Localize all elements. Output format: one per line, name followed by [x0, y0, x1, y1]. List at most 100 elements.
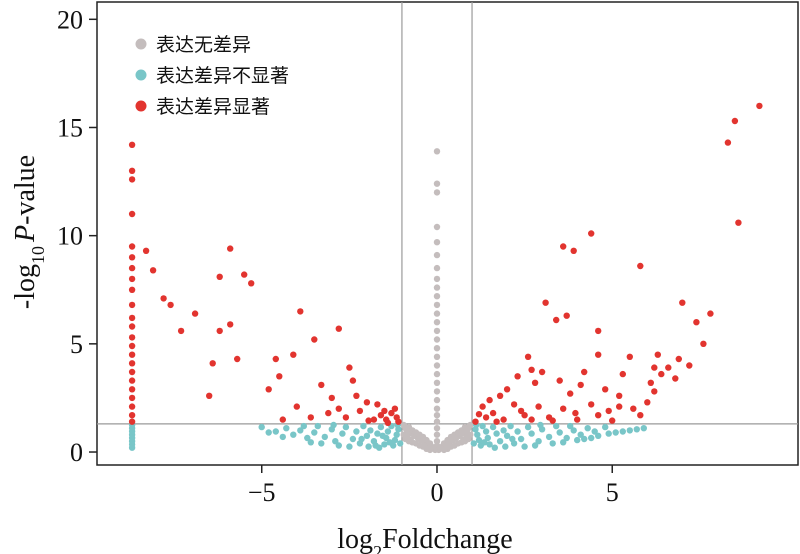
data-point	[570, 247, 577, 254]
data-point	[433, 353, 441, 360]
data-point	[479, 403, 486, 410]
data-point	[595, 327, 602, 335]
data-point	[128, 394, 136, 402]
data-point	[493, 430, 500, 437]
data-point	[290, 431, 297, 438]
data-point	[619, 428, 626, 435]
data-point	[349, 377, 357, 384]
data-point	[535, 438, 542, 445]
data-point	[276, 373, 283, 380]
data-point	[514, 428, 521, 435]
data-point	[160, 295, 167, 302]
data-point	[209, 360, 216, 367]
y-tick-label: 5	[70, 330, 83, 359]
data-point	[491, 444, 498, 451]
y-tick-label: 0	[70, 438, 83, 467]
data-point	[605, 407, 612, 415]
data-point	[335, 442, 342, 449]
data-point	[297, 427, 304, 434]
data-point	[433, 388, 441, 395]
data-point	[433, 327, 441, 335]
reference-lines	[97, 2, 798, 465]
y-tick-label: 20	[57, 5, 83, 34]
y-axis-label-subscript: 10	[28, 246, 48, 264]
data-point	[330, 421, 337, 429]
data-point	[672, 375, 679, 382]
data-point	[616, 403, 623, 410]
data-point	[433, 293, 441, 300]
data-point	[474, 431, 481, 438]
data-point	[407, 436, 414, 444]
data-point	[433, 180, 441, 187]
data-point	[626, 427, 633, 434]
data-point	[556, 429, 563, 436]
data-point	[393, 431, 400, 438]
data-point	[216, 327, 223, 335]
data-point	[279, 416, 286, 423]
data-point	[433, 396, 441, 404]
data-point	[349, 435, 357, 443]
data-point	[493, 418, 500, 425]
data-point	[482, 414, 490, 421]
data-point	[651, 364, 658, 371]
data-point	[363, 399, 371, 406]
data-point	[433, 336, 441, 343]
data-point	[279, 433, 286, 441]
data-point	[517, 407, 525, 415]
data-point	[433, 319, 441, 326]
data-point	[128, 368, 136, 376]
data-point	[503, 432, 511, 439]
x-axis-label-base: log	[337, 524, 373, 554]
data-point	[128, 351, 136, 358]
data-point	[675, 355, 682, 363]
data-point	[496, 438, 504, 445]
data-point	[353, 428, 360, 435]
data-point	[128, 418, 136, 425]
data-point	[535, 403, 542, 410]
x-tick-label: 0	[430, 478, 443, 507]
data-point	[128, 386, 136, 393]
data-point	[637, 262, 644, 270]
data-point	[386, 439, 393, 446]
data-point	[128, 314, 136, 322]
data-point	[637, 412, 644, 419]
data-point	[433, 189, 441, 196]
data-point	[686, 362, 693, 369]
legend-item-not-significant: 表达差异不显著	[135, 65, 289, 87]
data-point	[128, 243, 136, 250]
data-point	[514, 373, 521, 380]
data-point	[560, 243, 567, 250]
data-point	[384, 428, 392, 435]
data-point	[433, 148, 441, 155]
data-point	[128, 412, 136, 419]
data-point	[626, 353, 633, 360]
data-point	[595, 412, 602, 419]
data-point	[363, 432, 371, 439]
data-points	[128, 102, 763, 454]
data-point	[128, 210, 136, 218]
data-point	[470, 440, 477, 447]
data-point	[426, 446, 434, 454]
data-point	[258, 423, 265, 431]
data-point	[216, 273, 223, 280]
data-point	[584, 425, 591, 432]
data-point	[307, 414, 314, 421]
data-point	[654, 351, 661, 358]
data-point	[365, 417, 372, 424]
y-axis-label: -log10 P-value	[10, 155, 48, 309]
data-point	[658, 370, 665, 378]
data-point	[475, 411, 483, 418]
data-point	[433, 431, 441, 438]
data-point	[563, 312, 570, 319]
y-axis-ticks: 0 5 10 15 20	[57, 5, 97, 467]
data-point	[574, 436, 581, 444]
data-point	[433, 239, 441, 246]
data-point	[731, 117, 739, 125]
data-point	[433, 405, 441, 412]
series-significant	[128, 102, 763, 426]
data-point	[328, 394, 335, 402]
data-point	[395, 418, 402, 425]
data-point	[553, 422, 560, 430]
data-point	[433, 284, 441, 291]
